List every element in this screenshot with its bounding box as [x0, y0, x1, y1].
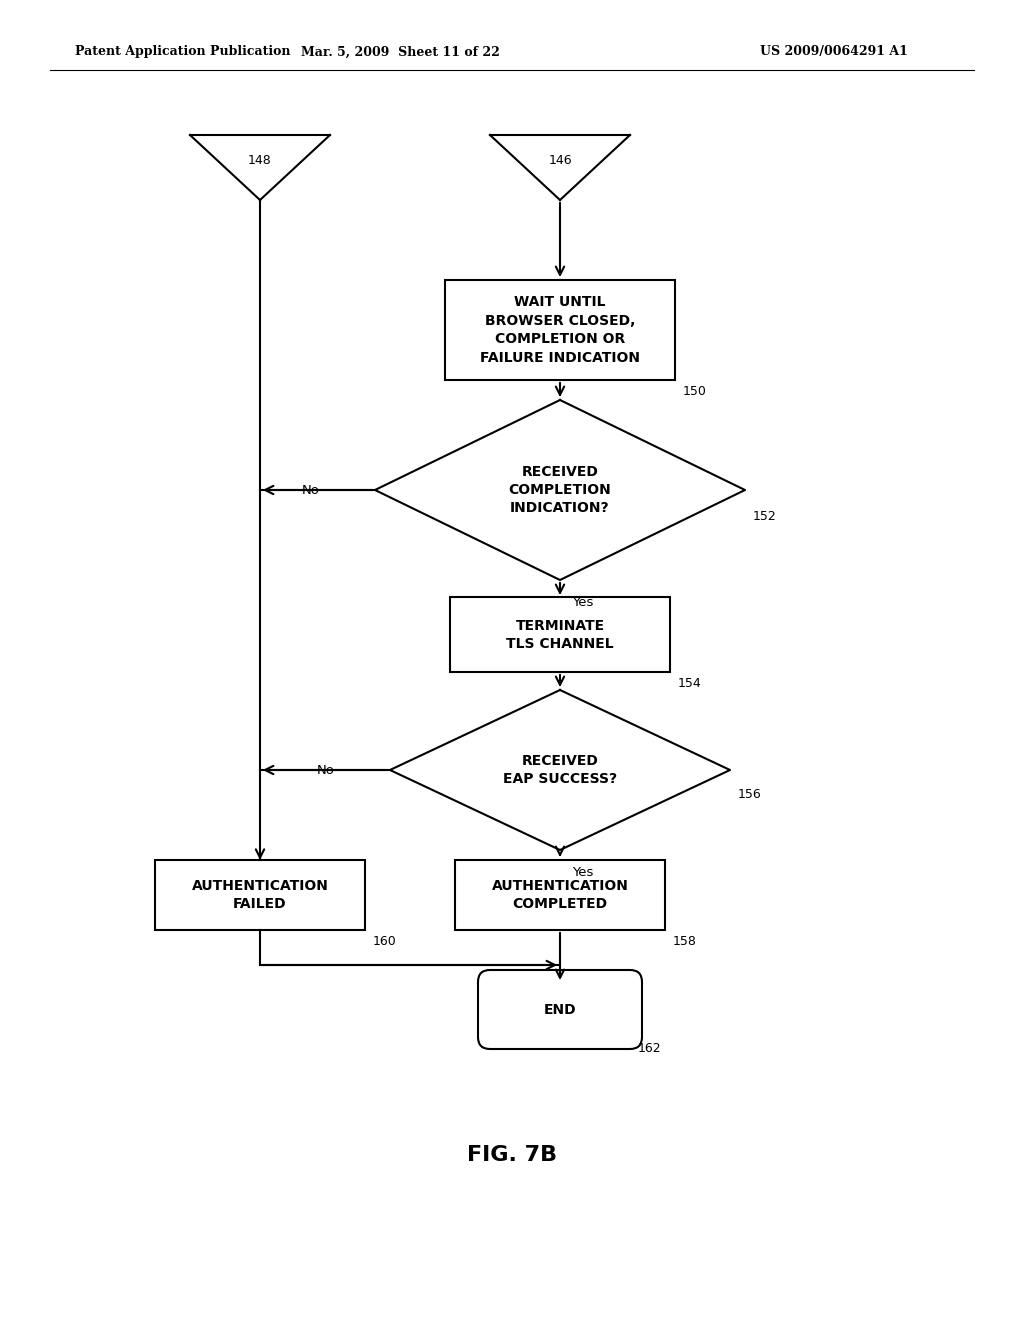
FancyBboxPatch shape	[455, 861, 665, 931]
Text: TERMINATE
TLS CHANNEL: TERMINATE TLS CHANNEL	[506, 619, 613, 651]
Text: AUTHENTICATION
FAILED: AUTHENTICATION FAILED	[191, 879, 329, 911]
Text: 156: 156	[738, 788, 762, 800]
Text: 148: 148	[248, 154, 272, 168]
Text: No: No	[317, 763, 335, 776]
Text: US 2009/0064291 A1: US 2009/0064291 A1	[760, 45, 908, 58]
Text: END: END	[544, 1003, 577, 1016]
Text: WAIT UNTIL
BROWSER CLOSED,
COMPLETION OR
FAILURE INDICATION: WAIT UNTIL BROWSER CLOSED, COMPLETION OR…	[480, 296, 640, 364]
Text: 150: 150	[683, 385, 707, 399]
Text: 146: 146	[548, 154, 571, 168]
FancyBboxPatch shape	[478, 970, 642, 1049]
Text: 158: 158	[673, 935, 697, 948]
Text: RECEIVED
COMPLETION
INDICATION?: RECEIVED COMPLETION INDICATION?	[509, 465, 611, 515]
Text: 160: 160	[373, 935, 396, 948]
FancyBboxPatch shape	[445, 280, 675, 380]
Text: AUTHENTICATION
COMPLETED: AUTHENTICATION COMPLETED	[492, 879, 629, 911]
FancyBboxPatch shape	[450, 597, 670, 672]
Text: 152: 152	[753, 511, 777, 524]
Text: 162: 162	[638, 1041, 662, 1055]
Text: Mar. 5, 2009  Sheet 11 of 22: Mar. 5, 2009 Sheet 11 of 22	[301, 45, 500, 58]
Text: Patent Application Publication: Patent Application Publication	[75, 45, 291, 58]
Text: FIG. 7B: FIG. 7B	[467, 1144, 557, 1166]
Text: 154: 154	[678, 677, 701, 690]
FancyBboxPatch shape	[155, 861, 365, 931]
Text: Yes: Yes	[572, 866, 593, 879]
Text: RECEIVED
EAP SUCCESS?: RECEIVED EAP SUCCESS?	[503, 754, 617, 787]
Text: Yes: Yes	[572, 595, 593, 609]
Text: No: No	[302, 483, 319, 496]
